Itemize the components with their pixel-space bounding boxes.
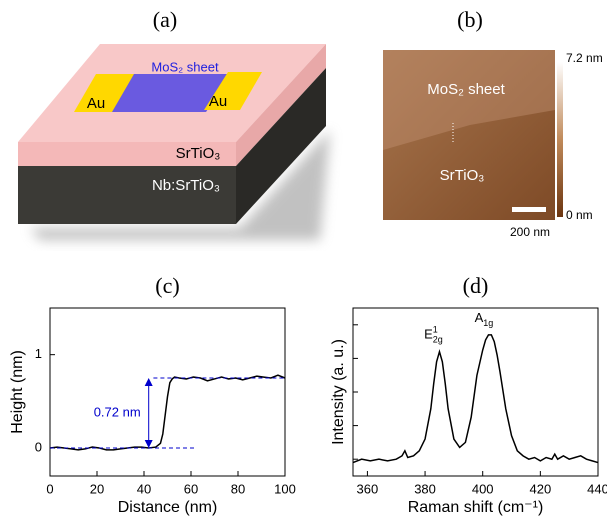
- x-tick-label: 40: [137, 481, 151, 496]
- page: (a) MoS₂ sheet Au Au SrTiO₃ Nb:SrTiO₃ (b…: [0, 0, 607, 520]
- annotation: 0.72 nm: [94, 404, 141, 419]
- y-axis-label: Height (nm): [9, 350, 26, 434]
- sheet-label: MoS₂ sheet: [427, 81, 505, 98]
- arrow-head: [145, 378, 153, 386]
- peak-base: E: [424, 327, 433, 342]
- x-axis-label: Distance (nm): [118, 499, 218, 516]
- data-line: [353, 335, 598, 463]
- peak-sub: 2g: [433, 335, 443, 345]
- y-tick-label: 1: [35, 346, 42, 361]
- plot-frame: [50, 308, 285, 476]
- peak-base: A: [475, 310, 484, 325]
- x-tick-label: 420: [530, 481, 552, 496]
- scale-bar: [512, 207, 546, 212]
- scale-min: 0 nm: [566, 208, 593, 222]
- x-tick-label: 100: [274, 481, 296, 496]
- substrate-label: Nb:SrTiO₃: [152, 177, 220, 194]
- x-tick-label: 400: [472, 481, 494, 496]
- x-axis-label: Raman shift (cm⁻¹): [408, 499, 544, 516]
- scale-max: 7.2 nm: [566, 51, 603, 65]
- color-bar: [557, 62, 563, 217]
- au-label: Au: [87, 95, 105, 112]
- substrate-label: SrTiO₃: [440, 167, 485, 184]
- x-tick-label: 80: [231, 481, 245, 496]
- x-tick-label: 440: [587, 481, 607, 496]
- plot-frame: [353, 308, 598, 476]
- y-tick-label: 0: [35, 439, 42, 454]
- x-tick-label: 60: [184, 481, 198, 496]
- au-label: Au: [209, 93, 227, 110]
- panel-label: (c): [155, 273, 179, 298]
- arrow-head: [145, 440, 153, 448]
- x-tick-label: 380: [414, 481, 436, 496]
- layer-label: SrTiO₃: [176, 145, 221, 162]
- peak-sup: 1: [433, 325, 438, 335]
- data-line: [50, 375, 285, 450]
- panel-label: (a): [153, 7, 177, 32]
- figure: (a) MoS₂ sheet Au Au SrTiO₃ Nb:SrTiO₃ (b…: [0, 0, 607, 520]
- panel-label: (d): [463, 273, 489, 298]
- peak-sub: 1g: [483, 318, 493, 328]
- scale-bar-label: 200 nm: [510, 225, 550, 239]
- panel-label: (b): [457, 7, 483, 32]
- sheet-label: MoS₂ sheet: [151, 59, 219, 74]
- front-dark: [18, 166, 236, 224]
- peak-label: A1g: [475, 310, 494, 328]
- x-tick-label: 360: [357, 481, 379, 496]
- y-axis-label: Intensity (a. u.): [330, 339, 347, 445]
- x-tick-label: 0: [46, 481, 53, 496]
- x-tick-label: 20: [90, 481, 104, 496]
